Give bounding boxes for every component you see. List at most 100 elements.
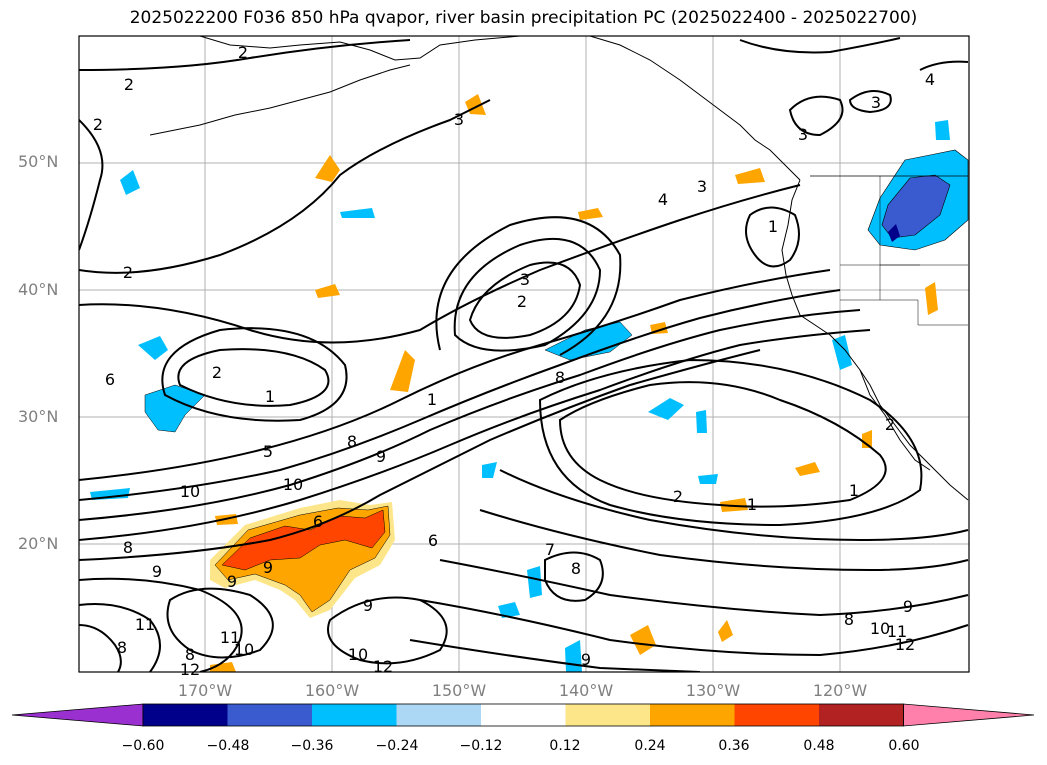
figure-title: 2025022200 F036 850 hPa qvapor, river ba…: [129, 8, 918, 28]
coastline-aleutians: [149, 64, 411, 136]
precip-patch-pos: [630, 625, 656, 655]
contour-label: 2: [885, 415, 895, 434]
contour-label: 8: [347, 432, 357, 451]
contour-line: [468, 261, 582, 339]
contour-line: [435, 216, 622, 356]
contour-label: 10: [180, 482, 200, 501]
precip-patch-neg: [832, 335, 852, 370]
contour-label: 6: [428, 531, 438, 550]
precip-patch-neg: [935, 120, 950, 140]
contour-line: [79, 603, 161, 672]
contour-label: 8: [844, 610, 854, 629]
precip-patch-pos: [735, 168, 765, 184]
contour-label: 3: [520, 270, 530, 289]
contour-line: [79, 624, 122, 672]
colorbar-cell: [565, 704, 650, 726]
map-frame: [78, 35, 970, 673]
lat-label-40n: 40°N: [18, 280, 59, 299]
qvapor-contours: [79, 37, 969, 672]
contour-label: 2: [124, 75, 134, 94]
colorbar-tick-label: −0.36: [290, 738, 334, 754]
precip-patch-pos: [718, 620, 733, 642]
colorbar-cell: [227, 704, 312, 726]
precip-patch-pos: [315, 155, 340, 182]
contour-label: 9: [363, 596, 373, 615]
colorbar-tick-label: −0.60: [121, 738, 165, 754]
contour-label: 8: [117, 638, 127, 657]
contour-label: 5: [263, 442, 273, 461]
contour-line: [79, 349, 761, 561]
contour-line: [739, 37, 901, 54]
precip-patch-pos: [315, 284, 340, 298]
contour-label: 10: [283, 475, 303, 494]
coastline-alaska: [199, 36, 521, 61]
colorbar-tick-label: 0.36: [718, 738, 750, 754]
contour-label: 1: [768, 217, 778, 236]
precip-patch-pos: [210, 662, 236, 672]
precip-patch-neg: [340, 208, 375, 218]
colorbar-cell: [396, 704, 481, 726]
precip-patch-neg: [888, 224, 900, 242]
contour-label: 1: [849, 481, 859, 500]
lon-label-170w: 170°W: [177, 681, 233, 700]
contour-line: [479, 509, 969, 572]
contour-label: 9: [581, 650, 591, 669]
contour-line: [79, 289, 841, 501]
precip-patch-pos: [795, 462, 820, 476]
contour-label: 3: [798, 125, 808, 144]
contour-label: 1: [265, 387, 275, 406]
contour-label: 3: [454, 110, 464, 129]
lon-label-120w: 120°W: [812, 681, 868, 700]
precip-patch-neg: [527, 566, 542, 598]
contour-line: [419, 599, 969, 657]
contour-label: 10: [870, 619, 890, 638]
colorbar-extend-max: [903, 703, 1035, 727]
contour-label: 9: [227, 572, 237, 591]
colorbar-frame: [142, 703, 904, 727]
contour-line: [558, 381, 887, 508]
precip-patch-pos: [390, 350, 415, 392]
colorbar-tick-label: 0.60: [888, 738, 920, 754]
lat-label-50n: 50°N: [18, 152, 59, 171]
contour-line: [327, 596, 448, 665]
contour-label: 7: [545, 540, 555, 559]
contour-line: [499, 469, 969, 542]
contour-label: 4: [658, 190, 668, 209]
contour-label: 3: [697, 177, 707, 196]
colorbar-cell: [734, 704, 819, 726]
lon-label-150w: 150°W: [431, 681, 487, 700]
precip-patch-neg: [698, 474, 718, 484]
precip-patch-pos: [221, 509, 386, 571]
contour-line: [166, 587, 274, 659]
contour-label: 12: [373, 657, 393, 676]
precip-patch-neg: [648, 398, 684, 420]
coastline-west-us: [781, 179, 969, 501]
coastlines: [149, 36, 969, 501]
lon-label-140w: 140°W: [558, 681, 614, 700]
contour-label: 10: [234, 640, 254, 659]
precip-patch-neg: [881, 174, 951, 239]
contour-label: 4: [925, 70, 935, 89]
colorbar-cell: [481, 704, 566, 726]
precip-patch-pos: [578, 208, 603, 220]
contour-line: [439, 559, 969, 617]
border-states: [840, 176, 968, 326]
colorbar-tick-label: −0.12: [459, 738, 503, 754]
contour-line: [745, 206, 800, 268]
contour-line: [848, 90, 892, 114]
contour-label: 1: [747, 495, 757, 514]
colorbar-cell: [650, 704, 735, 726]
contour-label: 11: [135, 615, 155, 634]
contour-label: 12: [180, 660, 200, 679]
colorbar-tick-label: −0.24: [375, 738, 419, 754]
lon-label-160w: 160°W: [304, 681, 360, 700]
contour-line: [79, 99, 491, 274]
contour-label: 2: [238, 43, 248, 62]
contour-label: 12: [895, 635, 915, 654]
precip-patch-pos: [925, 282, 938, 315]
contour-label: 2: [517, 292, 527, 311]
contour-label: 2: [93, 115, 103, 134]
contour-label: 2: [212, 363, 222, 382]
